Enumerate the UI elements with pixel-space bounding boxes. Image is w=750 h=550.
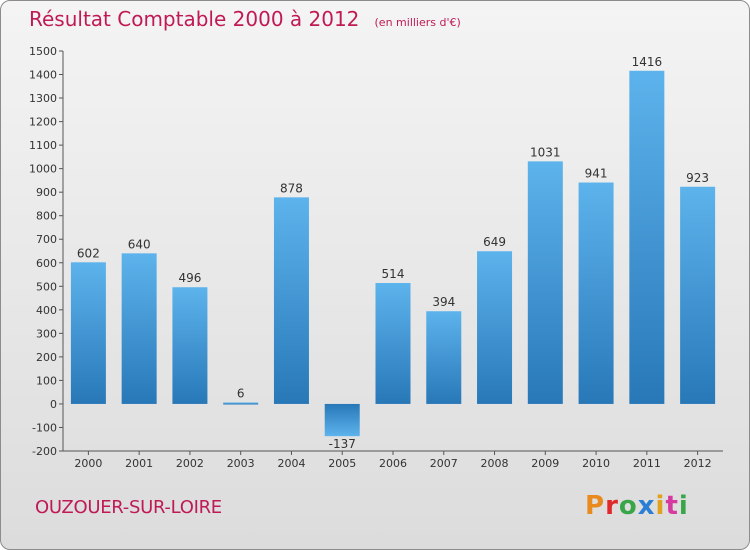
logo-letter: P xyxy=(585,491,606,521)
value-label-2007: 394 xyxy=(432,295,455,309)
bar-2001 xyxy=(121,253,157,404)
y-tick-label: 900 xyxy=(36,186,57,199)
x-tick-label-2002: 2002 xyxy=(176,457,204,470)
y-tick-label: 1300 xyxy=(29,92,57,105)
value-label-2002: 496 xyxy=(178,271,201,285)
y-tick-label: 1100 xyxy=(29,139,57,152)
y-tick-label: 100 xyxy=(36,374,57,387)
value-label-2003: 6 xyxy=(237,387,245,401)
bar-2005 xyxy=(324,403,360,437)
y-tick-label: 1000 xyxy=(29,163,57,176)
bar-2006 xyxy=(375,283,411,404)
value-label-2001: 640 xyxy=(128,237,151,251)
proxiti-logo: Proxiti xyxy=(585,491,689,521)
value-label-2010: 941 xyxy=(585,167,608,181)
y-tick-label: 300 xyxy=(36,327,57,340)
x-tick-label-2005: 2005 xyxy=(328,457,356,470)
logo-letter: x xyxy=(637,491,656,521)
bar-2011 xyxy=(629,70,665,404)
value-label-2011: 1416 xyxy=(632,55,663,69)
chart-title: Résultat Comptable 2000 à 2012 xyxy=(29,7,360,31)
value-label-2000: 602 xyxy=(77,246,100,260)
value-label-2008: 649 xyxy=(483,235,506,249)
y-tick-label: 0 xyxy=(50,398,57,411)
value-label-2012: 923 xyxy=(686,171,709,185)
bar-2007 xyxy=(426,311,462,404)
y-tick-label: 1400 xyxy=(29,69,57,82)
value-label-2009: 1031 xyxy=(530,145,561,159)
chart-header: Résultat Comptable 2000 à 2012 (en milli… xyxy=(29,7,461,31)
x-tick-label-2008: 2008 xyxy=(481,457,509,470)
bar-2009 xyxy=(527,161,563,404)
commune-name: OUZOUER-SUR-LOIRE xyxy=(35,497,222,518)
x-tick-label-2007: 2007 xyxy=(430,457,458,470)
bar-2004 xyxy=(273,197,309,404)
y-tick-label: 1200 xyxy=(29,116,57,129)
y-tick-label: 200 xyxy=(36,351,57,364)
value-label-2004: 878 xyxy=(280,181,303,195)
value-label-2005: -137 xyxy=(329,437,356,451)
value-label-2006: 514 xyxy=(382,267,405,281)
x-tick-label-2004: 2004 xyxy=(277,457,305,470)
y-tick-label: 1500 xyxy=(29,45,57,58)
x-tick-label-2001: 2001 xyxy=(125,457,153,470)
x-tick-label-2009: 2009 xyxy=(531,457,559,470)
x-tick-label-2010: 2010 xyxy=(582,457,610,470)
logo-letter: i xyxy=(678,491,689,521)
x-tick-label-2006: 2006 xyxy=(379,457,407,470)
y-tick-label: 700 xyxy=(36,233,57,246)
logo-letter: t xyxy=(665,491,679,521)
bar-2012 xyxy=(680,186,716,404)
y-tick-label: 500 xyxy=(36,280,57,293)
logo-letter: i xyxy=(655,491,666,521)
logo-letter: r xyxy=(605,491,619,521)
bar-2000 xyxy=(70,262,106,404)
bar-2003 xyxy=(223,402,259,405)
y-tick-label: 800 xyxy=(36,210,57,223)
y-tick-label: 400 xyxy=(36,304,57,317)
logo-letter: o xyxy=(618,491,638,521)
bar-2002 xyxy=(172,287,208,404)
bar-2010 xyxy=(578,182,614,404)
x-tick-label-2011: 2011 xyxy=(633,457,661,470)
y-tick-label: -100 xyxy=(32,421,57,434)
y-tick-label: -200 xyxy=(32,445,57,458)
y-tick-label: 600 xyxy=(36,257,57,270)
bar-2008 xyxy=(477,251,513,404)
x-tick-label-2003: 2003 xyxy=(227,457,255,470)
x-tick-label-2012: 2012 xyxy=(684,457,712,470)
chart-subtitle: (en milliers d'€) xyxy=(374,16,461,29)
x-tick-label-2000: 2000 xyxy=(74,457,102,470)
